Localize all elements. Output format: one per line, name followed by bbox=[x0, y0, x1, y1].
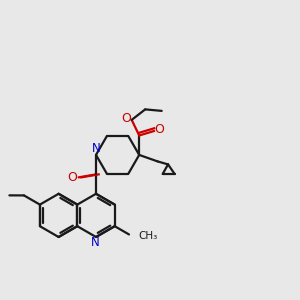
Text: O: O bbox=[67, 171, 77, 184]
Text: N: N bbox=[91, 236, 100, 250]
Text: N: N bbox=[92, 142, 100, 155]
Text: O: O bbox=[155, 123, 164, 136]
Text: O: O bbox=[121, 112, 130, 125]
Text: CH₃: CH₃ bbox=[138, 231, 157, 241]
